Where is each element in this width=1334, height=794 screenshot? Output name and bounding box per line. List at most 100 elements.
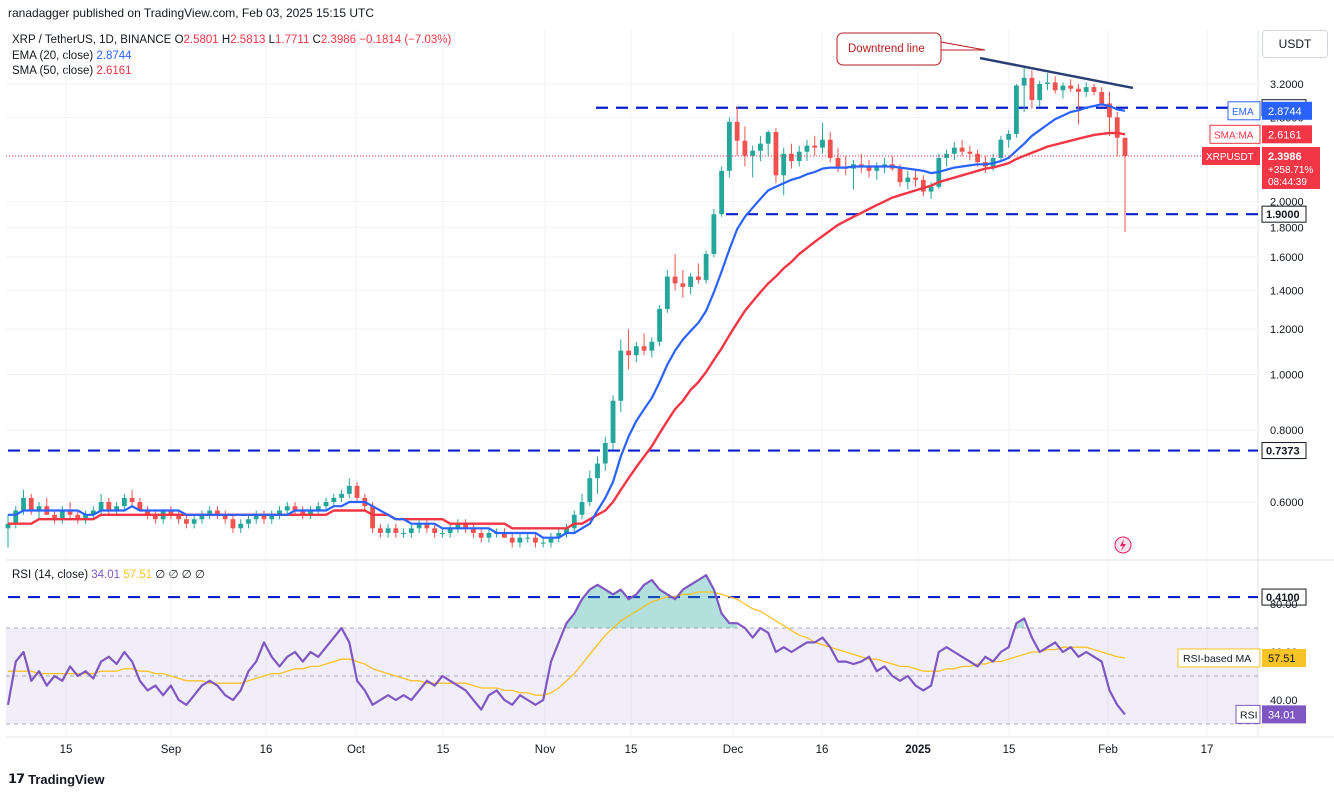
candle-body	[1021, 77, 1027, 86]
open-value: 2.5801	[183, 34, 219, 46]
rsi-tick-label: 80.00	[1270, 599, 1298, 611]
symbol-tag-box	[1202, 146, 1260, 165]
candle-body	[975, 153, 981, 163]
candle-body	[432, 528, 438, 533]
candle-body	[106, 502, 112, 511]
candle-body	[502, 532, 507, 538]
candle-body	[215, 510, 220, 515]
price-tick-label: 1.2000	[1270, 324, 1304, 336]
grid	[6, 30, 1258, 735]
candle-body	[626, 350, 631, 356]
candle-body	[447, 528, 453, 533]
candle-body	[688, 276, 694, 287]
candle-body	[587, 478, 593, 502]
candle-body	[564, 528, 569, 533]
sma-tag-name: SMA:MA	[1214, 130, 1254, 141]
candle-body	[1122, 137, 1128, 156]
candle-body	[703, 253, 709, 280]
candle-body	[463, 523, 469, 529]
flash-icon-bolt	[1120, 539, 1126, 551]
rsi-legend-extra: ∅ ∅ ∅ ∅	[155, 569, 205, 581]
sma-legend-row[interactable]: SMA (50, close) 2.6161	[12, 64, 451, 80]
level-label: 1.9000	[1266, 209, 1300, 221]
candle-body	[781, 153, 787, 176]
candle-body	[13, 510, 19, 524]
candle-body	[36, 506, 42, 511]
candle-body	[416, 523, 422, 529]
ema-tag-box	[1227, 101, 1261, 121]
last-price-change: +358.71%	[1268, 165, 1313, 176]
candle-body	[812, 145, 818, 148]
candle-body	[618, 350, 624, 401]
candle-body	[657, 308, 662, 342]
time-tick-label: 15	[60, 744, 73, 756]
time-tick-label: Nov	[535, 744, 556, 756]
candle-body	[176, 514, 182, 520]
candle-body	[1107, 103, 1112, 118]
candle-body	[401, 532, 407, 534]
candle-body	[695, 276, 701, 280]
time-tick-label: Feb	[1098, 744, 1118, 756]
candle-body	[928, 186, 934, 192]
candle-body	[238, 523, 244, 529]
candle-body	[556, 532, 562, 538]
candle-body	[1013, 85, 1019, 134]
price-tick-label: 1.0000	[1270, 369, 1304, 381]
candle-body	[998, 139, 1004, 158]
candle-body	[331, 497, 337, 502]
candle-body	[959, 147, 965, 152]
candle-body	[339, 493, 344, 498]
candle-body	[827, 139, 833, 158]
candle-body	[765, 132, 771, 144]
candle-body	[346, 485, 352, 494]
candle-body	[533, 537, 538, 543]
unit-selector[interactable]: USDT	[1262, 30, 1328, 58]
ema-legend-row[interactable]: EMA (20, close) 2.8744	[12, 49, 451, 65]
candle-body	[377, 528, 383, 533]
sma-price-box	[1262, 125, 1312, 144]
candle-body	[866, 166, 872, 171]
rsi-legend-value: 34.01	[91, 569, 121, 581]
candle-body	[486, 532, 492, 538]
symbol-label: XRP / TetherUS, 1D, BINANCE	[12, 34, 172, 46]
candle-body	[261, 514, 267, 520]
level-label: 0.4100	[1266, 592, 1300, 604]
candle-body	[370, 506, 375, 529]
sma-tag-box	[1209, 124, 1261, 144]
rsi-line	[6, 574, 1126, 716]
candle-body	[595, 463, 600, 479]
candle-body	[835, 157, 841, 167]
rsi-tick-label: 40.00	[1270, 695, 1298, 707]
candle-body	[28, 497, 34, 511]
price-labels: EMA 2.8744 SMA:MA 2.6161 XRPUSDT 2.3986 +358.7…	[1202, 101, 1320, 189]
low-label: L	[268, 34, 276, 46]
candle-body	[509, 537, 515, 543]
candle-body	[1037, 84, 1043, 101]
ema-tag-name: EMA	[1232, 107, 1254, 118]
ema20-line	[8, 103, 1126, 539]
candle-body	[246, 519, 251, 524]
candle-body	[742, 140, 748, 156]
level-label-box	[1261, 442, 1307, 460]
footer-brand[interactable]: 𝟭𝟳 TradingView	[8, 771, 104, 787]
footer-brand-text: TradingView	[28, 771, 105, 787]
rsi-ma-legend-value: 57.51	[123, 569, 153, 581]
change-value: −0.1814 (−7.03%)	[359, 34, 452, 46]
candle-body	[478, 532, 484, 538]
candle-body	[308, 510, 313, 515]
candle-body	[897, 168, 903, 183]
level-label-box	[1261, 205, 1307, 223]
annotation-text: Downtrend line	[848, 43, 925, 55]
candle-body	[1052, 82, 1058, 91]
time-tick-label: 16	[260, 744, 273, 756]
candle-body	[292, 506, 298, 511]
symbol-row[interactable]: XRP / TetherUS, 1D, BINANCE O2.5801 H2.5…	[12, 33, 451, 49]
candle-body	[393, 528, 399, 533]
high-value: 2.5813	[230, 34, 266, 46]
candle-body	[796, 151, 802, 162]
rsi-legend[interactable]: RSI (14, close) 34.01 57.51 ∅ ∅ ∅ ∅	[12, 567, 205, 581]
candle-body	[1045, 82, 1050, 84]
candle-body	[672, 276, 678, 284]
